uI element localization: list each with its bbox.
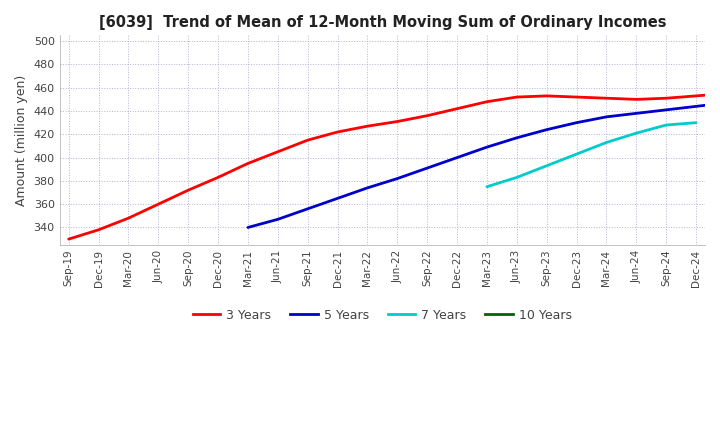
5 Years <box>363 185 372 191</box>
5 Years <box>482 144 491 150</box>
3 Years <box>453 106 462 111</box>
7 Years <box>662 122 670 128</box>
3 Years <box>184 187 192 193</box>
7 Years <box>572 151 581 157</box>
5 Years <box>243 225 252 230</box>
3 Years <box>572 95 581 100</box>
3 Years <box>303 138 312 143</box>
3 Years <box>423 113 431 118</box>
3 Years <box>274 149 282 154</box>
3 Years <box>482 99 491 104</box>
3 Years <box>513 95 521 100</box>
3 Years <box>64 236 73 242</box>
Line: 7 Years: 7 Years <box>487 123 696 187</box>
5 Years <box>602 114 611 120</box>
3 Years <box>214 175 222 180</box>
Line: 5 Years: 5 Years <box>248 83 720 227</box>
5 Years <box>393 176 402 181</box>
3 Years <box>602 95 611 101</box>
7 Years <box>632 131 641 136</box>
5 Years <box>692 104 701 109</box>
5 Years <box>542 127 551 132</box>
3 Years <box>333 129 342 135</box>
3 Years <box>154 202 163 207</box>
7 Years <box>692 120 701 125</box>
5 Years <box>662 107 670 113</box>
Title: [6039]  Trend of Mean of 12-Month Moving Sum of Ordinary Incomes: [6039] Trend of Mean of 12-Month Moving … <box>99 15 666 30</box>
Legend: 3 Years, 5 Years, 7 Years, 10 Years: 3 Years, 5 Years, 7 Years, 10 Years <box>188 304 577 327</box>
7 Years <box>513 175 521 180</box>
3 Years <box>363 124 372 129</box>
5 Years <box>423 165 431 171</box>
5 Years <box>333 196 342 201</box>
3 Years <box>243 161 252 166</box>
3 Years <box>632 97 641 102</box>
7 Years <box>602 140 611 145</box>
3 Years <box>124 216 132 221</box>
3 Years <box>94 227 103 232</box>
5 Years <box>572 120 581 125</box>
5 Years <box>303 206 312 212</box>
5 Years <box>513 135 521 140</box>
3 Years <box>542 93 551 99</box>
5 Years <box>274 216 282 222</box>
3 Years <box>692 93 701 99</box>
5 Years <box>632 111 641 116</box>
3 Years <box>393 119 402 124</box>
Y-axis label: Amount (million yen): Amount (million yen) <box>15 74 28 206</box>
7 Years <box>482 184 491 189</box>
5 Years <box>453 155 462 160</box>
7 Years <box>542 163 551 169</box>
3 Years <box>662 95 670 101</box>
Line: 3 Years: 3 Years <box>68 46 720 239</box>
